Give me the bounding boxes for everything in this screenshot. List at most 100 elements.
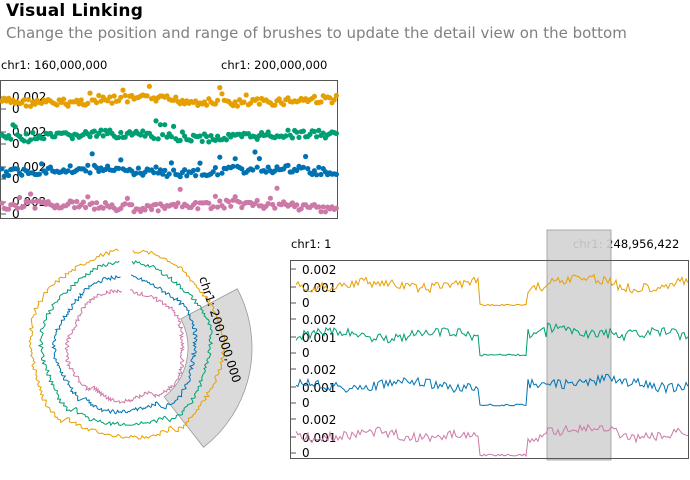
scatter-series-4 [0,185,339,215]
scatter-point [118,157,124,163]
scatter-point [166,171,172,177]
scatter-point [322,209,328,215]
scatter-point [67,163,73,169]
scatter-point [28,137,34,143]
track-tick-label: 0.002 [302,263,336,277]
scatter-point [294,129,300,135]
track-tick-label: 0 [12,172,20,186]
scatter-point [109,100,115,106]
detail-series-1 [295,273,689,307]
scatter-point [72,205,78,211]
scatter-point [193,173,199,179]
scatter-point [252,149,258,155]
scatter-point [105,98,111,104]
track-tick-label: 0.002 [302,413,336,427]
scatter-point [157,122,163,128]
scatter-point [6,172,12,179]
detail-view-frame [290,260,689,459]
scatter-point [237,199,243,205]
track-tick-label: 0.001 [302,331,336,345]
scatter-point [265,201,271,207]
scatter-point [153,118,159,124]
scatter-point [43,170,49,176]
scatter-point [311,93,317,99]
scatter-point [118,94,124,100]
scatter-point [155,208,161,214]
scatter-point [230,163,236,169]
scatter-point [316,204,322,210]
track-tick-label: 0 [302,346,310,360]
scatter-point [36,171,43,177]
circular-view[interactable]: chr1: 200,000,000 [0,230,290,480]
track-tick-label: 0 [12,137,20,151]
page-title: Visual Linking [6,1,144,21]
scatter-point [318,99,324,105]
scatter-point [122,92,128,99]
scatter-point [142,207,148,213]
scatter-point [184,173,190,179]
scatter-point [171,123,177,129]
scatter-point [305,166,311,172]
scatter-point [146,83,152,89]
scatter-point [265,164,271,170]
scatter-point [151,170,157,176]
top-end-position: chr1: 200,000,000 [221,58,328,72]
scatter-point [219,170,225,176]
scatter-point [300,128,306,134]
scatter-point [144,93,150,99]
scatter-point [217,154,223,160]
scatter-point [149,206,155,213]
scatter-point [100,133,106,139]
scatter-point [333,171,339,177]
scatter-point [303,153,309,160]
scatter-point [212,137,218,143]
scatter-point [272,102,278,108]
scatter-point [272,168,278,174]
page-subtitle: Change the position and range of brushes… [6,24,627,42]
scatter-point [289,200,295,206]
scatter-point [272,205,278,211]
scatter-point [285,127,291,133]
scatter-point [314,172,320,178]
scatter-point [331,97,337,103]
scatter-point [333,130,339,137]
scatter-point [311,128,317,135]
scatter-series-2 [0,118,339,145]
scatter-point [74,198,80,205]
scatter-point [162,122,168,128]
scatter-point [226,199,232,205]
scatter-point [155,136,161,142]
scatter-point [32,205,38,211]
scatter-point [254,197,260,204]
detail-line-view[interactable]: 0.0020.00100.0020.00100.0020.00100.0020.… [288,228,690,461]
top-start-position: chr1: 160,000,000 [1,58,108,72]
track-tick-label: 0 [12,102,20,116]
scatter-point [265,129,271,135]
scatter-point [232,156,238,162]
scatter-point [116,165,122,171]
scatter-point [98,98,104,104]
scatter-point [21,97,27,103]
scatter-point [175,200,181,206]
scatter-point [320,204,326,210]
scatter-point [177,186,183,192]
scatter-point [212,193,218,199]
scatter-point [30,130,36,136]
scatter-point [41,136,47,142]
scatter-point [30,198,36,205]
scatter-point [133,170,139,176]
scatter-point [193,199,199,206]
scatter-point [274,185,280,191]
scatter-point [89,200,95,206]
scatter-point [318,171,324,178]
scatter-point [285,162,291,168]
scatter-point [195,206,201,212]
scatter-point [300,164,306,170]
scatter-series-3 [0,149,339,180]
scatter-point [94,100,100,106]
scatter-point [21,138,27,144]
scatter-point [230,103,236,109]
circular-series-2 [37,260,214,427]
scatter-point [179,129,185,135]
